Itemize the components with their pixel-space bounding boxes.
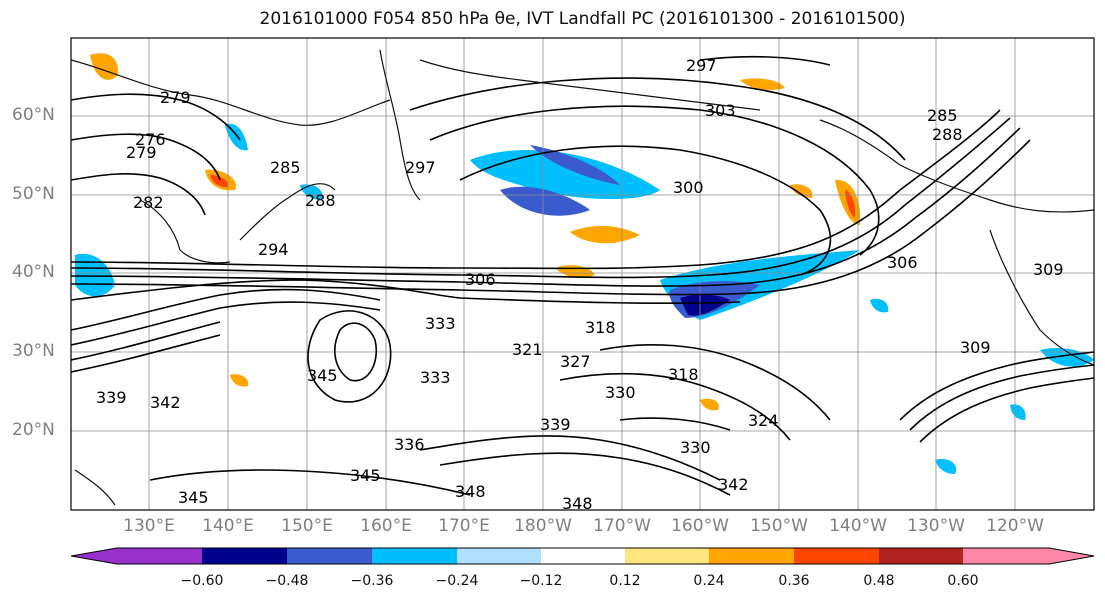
coastlines xyxy=(71,49,1094,506)
contour-label: 297 xyxy=(686,56,717,75)
colorbar-tick: −0.12 xyxy=(519,573,563,589)
colorbar-tick: 0.12 xyxy=(609,573,641,589)
contour-label: 327 xyxy=(560,352,591,371)
graticule xyxy=(71,38,1094,510)
contour-label: 348 xyxy=(455,482,486,501)
lon-label: 150°E xyxy=(281,516,333,536)
map-frame xyxy=(70,37,1095,511)
colorbar xyxy=(70,547,1095,565)
contour-label: 345 xyxy=(350,466,381,485)
lon-label: 150°W xyxy=(750,516,808,536)
colorbar-segment xyxy=(625,548,709,564)
contour-label: 285 xyxy=(270,158,301,177)
lon-label: 170°E xyxy=(438,516,490,536)
theta-e-contours xyxy=(71,55,1094,496)
contour-label: 297 xyxy=(405,158,436,177)
contour-label: 318 xyxy=(668,365,699,384)
map-field xyxy=(71,38,1094,510)
lon-label: 140°W xyxy=(829,516,887,536)
lon-label: 180°W xyxy=(514,516,572,536)
contour-label: 303 xyxy=(705,101,736,120)
contour-label: 288 xyxy=(305,191,336,210)
contour-label: 306 xyxy=(887,253,918,272)
contour-label: 333 xyxy=(425,314,456,333)
lon-label: 160°W xyxy=(671,516,729,536)
colorbar-segment xyxy=(287,548,372,564)
contour-label: 330 xyxy=(605,383,636,402)
colorbar-segment xyxy=(794,548,879,564)
lon-label: 140°E xyxy=(202,516,254,536)
lon-label: 170°W xyxy=(593,516,651,536)
contour-label: 309 xyxy=(960,338,991,357)
colorbar-segment xyxy=(457,548,541,564)
colorbar-segment xyxy=(709,548,794,564)
colorbar-tick: −0.60 xyxy=(180,573,224,589)
colorbar-outline xyxy=(70,547,1095,565)
colorbar-tick: −0.36 xyxy=(350,573,394,589)
lat-label: 40°N xyxy=(12,262,55,282)
contour-label: 324 xyxy=(748,411,779,430)
colorbar-segment xyxy=(879,548,963,564)
colorbar-segment xyxy=(117,548,202,564)
colorbar-tick: 0.48 xyxy=(863,573,895,589)
contour-label: 342 xyxy=(150,393,181,412)
colorbar-extend-low xyxy=(71,548,117,564)
contour-label: 282 xyxy=(133,193,164,212)
lon-label: 130°E xyxy=(123,516,175,536)
contour-label: 339 xyxy=(540,415,571,434)
colorbar-segment xyxy=(541,548,625,564)
contour-label: 285 xyxy=(927,106,958,125)
contour-label: 348 xyxy=(562,494,593,513)
colorbar-tick: 0.24 xyxy=(693,573,725,589)
contour-label: 294 xyxy=(258,240,289,259)
colorbar-extend-high xyxy=(1049,548,1094,564)
colorbar-segment xyxy=(963,548,1049,564)
lat-label: 30°N xyxy=(12,341,55,361)
colorbar-segment xyxy=(372,548,457,564)
contour-label: 345 xyxy=(178,488,209,507)
lat-label: 20°N xyxy=(12,420,55,440)
contour-label: 288 xyxy=(932,125,963,144)
contour-label: 333 xyxy=(420,368,451,387)
contour-label: 339 xyxy=(96,388,127,407)
title-text: 2016101000 F054 850 hPa θe, IVT Landfall… xyxy=(259,9,906,29)
contour-label: 321 xyxy=(512,340,543,359)
contour-label: 279 xyxy=(126,143,157,162)
contour-label: 345 xyxy=(307,366,338,385)
lon-label: 120°W xyxy=(986,516,1044,536)
contour-label: 276 xyxy=(135,130,166,149)
colorbar-tick: 0.36 xyxy=(778,573,810,589)
contour-label: 309 xyxy=(1033,260,1064,279)
contour-label: 318 xyxy=(585,318,616,337)
shading-layer xyxy=(75,53,1094,474)
colorbar-tick: 0.60 xyxy=(947,573,979,589)
map-title: 2016101000 F054 850 hPa θe, IVT Landfall… xyxy=(0,9,1105,29)
colorbar-segment xyxy=(202,548,287,564)
contour-label: 330 xyxy=(680,438,711,457)
contour-label: 279 xyxy=(160,88,191,107)
lat-label: 60°N xyxy=(12,105,55,125)
contour-label: 306 xyxy=(465,270,496,289)
colorbar-tick: −0.24 xyxy=(435,573,479,589)
contour-label: 336 xyxy=(394,435,425,454)
contour-label: 342 xyxy=(718,475,749,494)
lon-label: 130°W xyxy=(907,516,965,536)
contour-label: 300 xyxy=(673,178,704,197)
lon-label: 160°E xyxy=(360,516,412,536)
lat-label: 50°N xyxy=(12,184,55,204)
colorbar-tick: −0.48 xyxy=(265,573,309,589)
